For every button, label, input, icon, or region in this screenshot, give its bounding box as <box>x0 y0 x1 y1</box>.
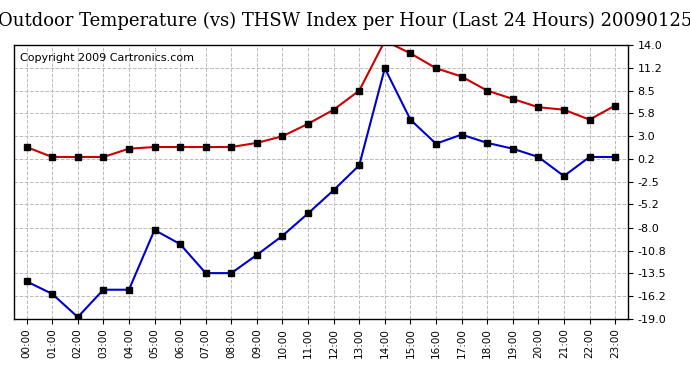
Text: Outdoor Temperature (vs) THSW Index per Hour (Last 24 Hours) 20090125: Outdoor Temperature (vs) THSW Index per … <box>0 11 690 30</box>
Text: Copyright 2009 Cartronics.com: Copyright 2009 Cartronics.com <box>20 53 194 63</box>
